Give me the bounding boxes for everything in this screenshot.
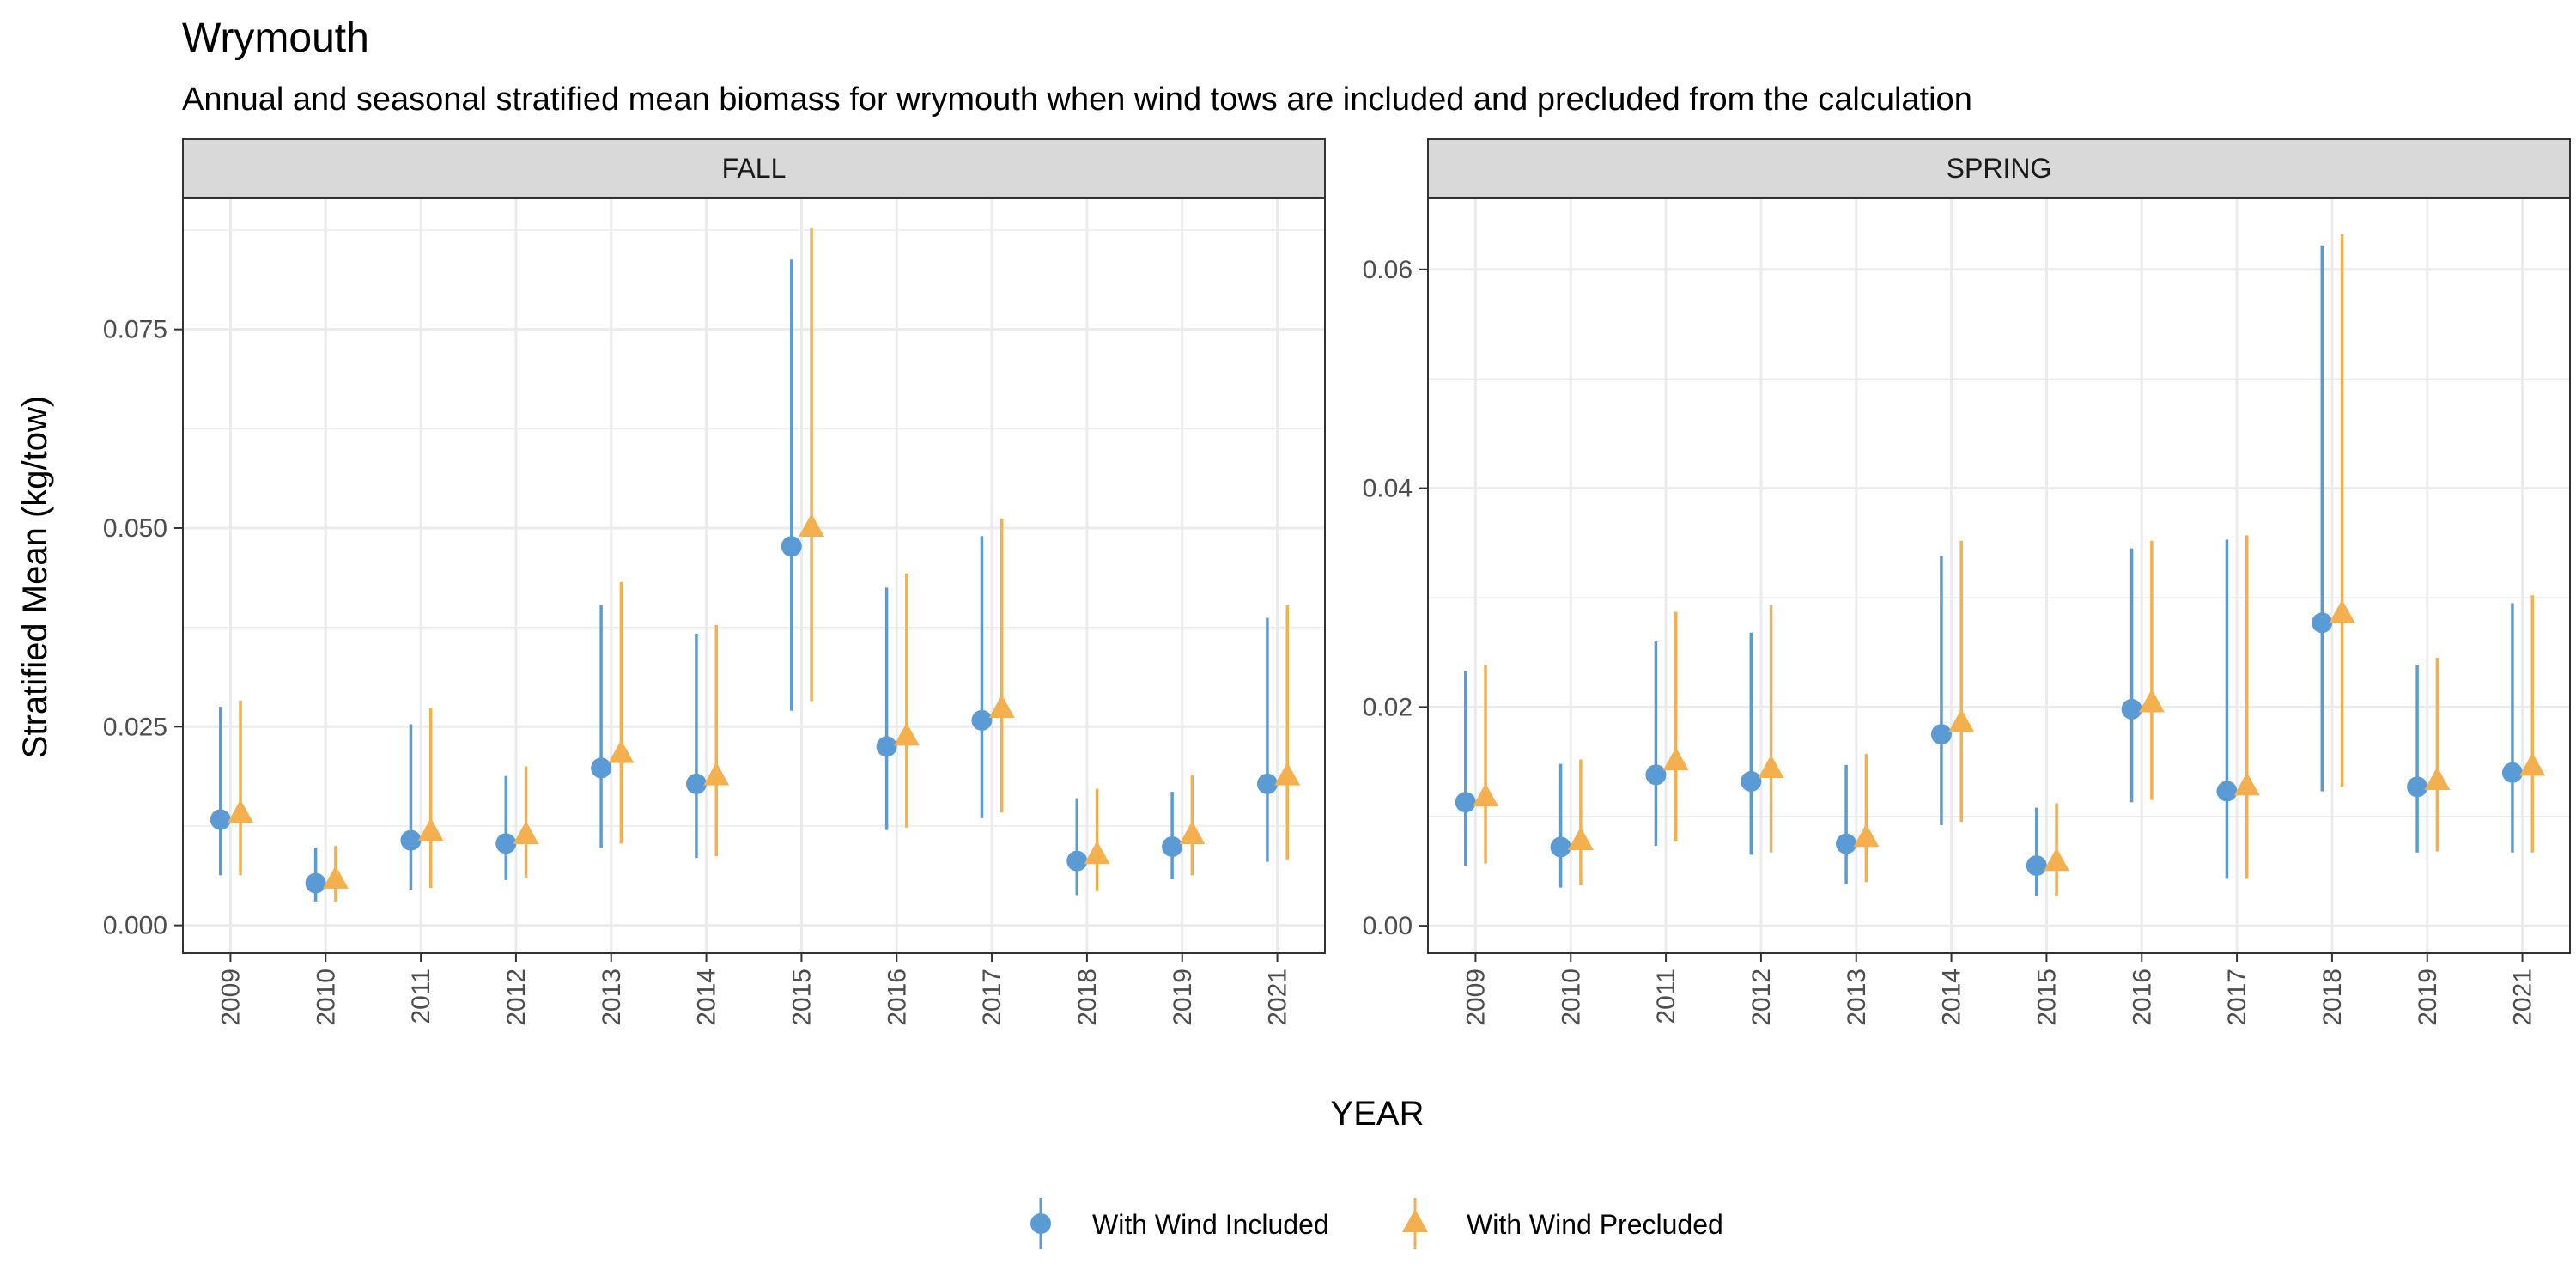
point-precluded xyxy=(1179,821,1206,845)
point-precluded xyxy=(1473,783,1499,807)
x-tick-label: 2021 xyxy=(2509,969,2537,1026)
x-tick-label: 2016 xyxy=(883,969,911,1026)
point-included xyxy=(1930,724,1952,745)
point-included xyxy=(1066,850,1088,872)
point-precluded xyxy=(988,694,1015,718)
y-tick-label: 0.06 xyxy=(1363,256,1413,284)
chart-title: Wrymouth xyxy=(182,15,369,61)
x-tick-label: 2012 xyxy=(502,969,531,1026)
point-included xyxy=(210,809,231,830)
point-included xyxy=(1162,836,1183,858)
legend-key-included xyxy=(1030,1198,1051,1249)
point-included xyxy=(1741,770,1762,792)
x-tick-label: 2012 xyxy=(1747,969,1776,1026)
point-included xyxy=(1455,792,1476,813)
point-precluded xyxy=(322,865,349,889)
y-tick-label: 0.075 xyxy=(103,316,167,344)
x-tick-label: 2015 xyxy=(787,969,816,1026)
point-precluded xyxy=(1662,747,1689,771)
point-precluded xyxy=(2138,689,2165,713)
x-tick-label: 2018 xyxy=(1073,969,1102,1026)
panel-fall: FALL 0.000 0.025 0.050 0.075 2009 2010 2011 2012… xyxy=(103,138,1326,1026)
x-tick-label: 2021 xyxy=(1264,969,1292,1026)
point-precluded xyxy=(2424,766,2451,790)
x-tick-label: 2013 xyxy=(598,969,626,1026)
y-tick-label: 0.00 xyxy=(1363,912,1413,940)
point-precluded xyxy=(513,821,539,845)
point-precluded xyxy=(1084,841,1110,865)
point-precluded xyxy=(703,762,730,786)
point-precluded xyxy=(2519,752,2546,776)
point-precluded xyxy=(1274,762,1301,786)
legend-label-included: With Wind Included xyxy=(1092,1209,1329,1240)
point-precluded xyxy=(799,513,825,537)
point-precluded xyxy=(1758,754,1784,778)
y-tick-label: 0.000 xyxy=(103,912,167,940)
point-precluded xyxy=(2233,772,2260,796)
point-included xyxy=(495,833,517,854)
panel-strip-label: FALL xyxy=(722,153,787,184)
legend-label-precluded: With Wind Precluded xyxy=(1467,1209,1723,1240)
point-included xyxy=(971,709,993,731)
panel-strip-label: SPRING xyxy=(1947,153,2052,184)
panel-border xyxy=(1427,197,2571,954)
point-precluded xyxy=(228,799,254,823)
panel-spring: SPRING 0.00 0.02 0.04 0.06 2009 2010 2011 2012 20… xyxy=(1363,138,2571,1026)
x-tick-label: 2009 xyxy=(1461,969,1490,1026)
point-precluded xyxy=(1853,823,1880,848)
x-tick-label: 2019 xyxy=(2414,969,2442,1026)
y-tick-label: 0.02 xyxy=(1363,693,1413,721)
point-precluded xyxy=(417,817,444,841)
x-tick-label: 2016 xyxy=(2128,969,2156,1026)
point-precluded xyxy=(1567,827,1594,851)
x-tick-label: 2010 xyxy=(312,969,340,1026)
y-tick-label: 0.025 xyxy=(103,713,167,741)
panel-border xyxy=(182,197,1326,954)
x-tick-label: 2009 xyxy=(216,969,245,1026)
point-included xyxy=(400,829,422,851)
point-included xyxy=(305,872,326,894)
point-included xyxy=(1550,836,1571,858)
x-tick-label: 2011 xyxy=(1652,969,1680,1024)
panel-strip xyxy=(182,138,1326,199)
point-included xyxy=(781,536,802,557)
point-included xyxy=(2026,855,2047,877)
legend-key-precluded xyxy=(1402,1198,1428,1249)
point-included xyxy=(685,773,707,794)
x-axis-title: YEAR xyxy=(1331,1095,1425,1133)
x-tick-label: 2014 xyxy=(693,969,721,1026)
y-tick-label: 0.04 xyxy=(1363,475,1413,503)
point-included xyxy=(876,736,897,757)
point-precluded xyxy=(1948,708,1975,732)
point-precluded xyxy=(2044,848,2070,872)
point-precluded xyxy=(2329,599,2355,623)
x-tick-label: 2015 xyxy=(2032,969,2061,1026)
point-precluded xyxy=(893,722,920,746)
point-included xyxy=(2501,762,2523,783)
point-included xyxy=(2121,698,2142,720)
point-included xyxy=(2312,612,2333,634)
point-included xyxy=(1645,764,1667,786)
y-axis-title: Stratified Mean (kg/tow) xyxy=(16,396,54,758)
x-tick-label: 2013 xyxy=(1843,969,1871,1026)
x-tick-label: 2017 xyxy=(2223,969,2251,1026)
x-tick-label: 2017 xyxy=(978,969,1006,1026)
panels: FALL 0.000 0.025 0.050 0.075 2009 2010 2011 2012… xyxy=(103,138,2571,1026)
x-tick-label: 2019 xyxy=(1169,969,1197,1026)
chart-subtitle: Annual and seasonal stratified mean biom… xyxy=(182,82,1972,118)
point-included xyxy=(2407,776,2428,798)
point-included xyxy=(591,757,612,779)
panel-strip xyxy=(1427,138,2571,199)
x-tick-label: 2011 xyxy=(407,969,435,1024)
legend: With Wind Included With Wind Precluded xyxy=(1030,1198,1723,1249)
y-tick-label: 0.050 xyxy=(103,514,167,543)
x-tick-label: 2014 xyxy=(1938,969,1966,1026)
x-tick-label: 2018 xyxy=(2318,969,2347,1026)
point-included xyxy=(1256,773,1278,794)
x-tick-label: 2010 xyxy=(1557,969,1585,1026)
point-precluded xyxy=(608,739,635,763)
point-included xyxy=(1836,833,1857,854)
point-included xyxy=(2216,781,2238,802)
